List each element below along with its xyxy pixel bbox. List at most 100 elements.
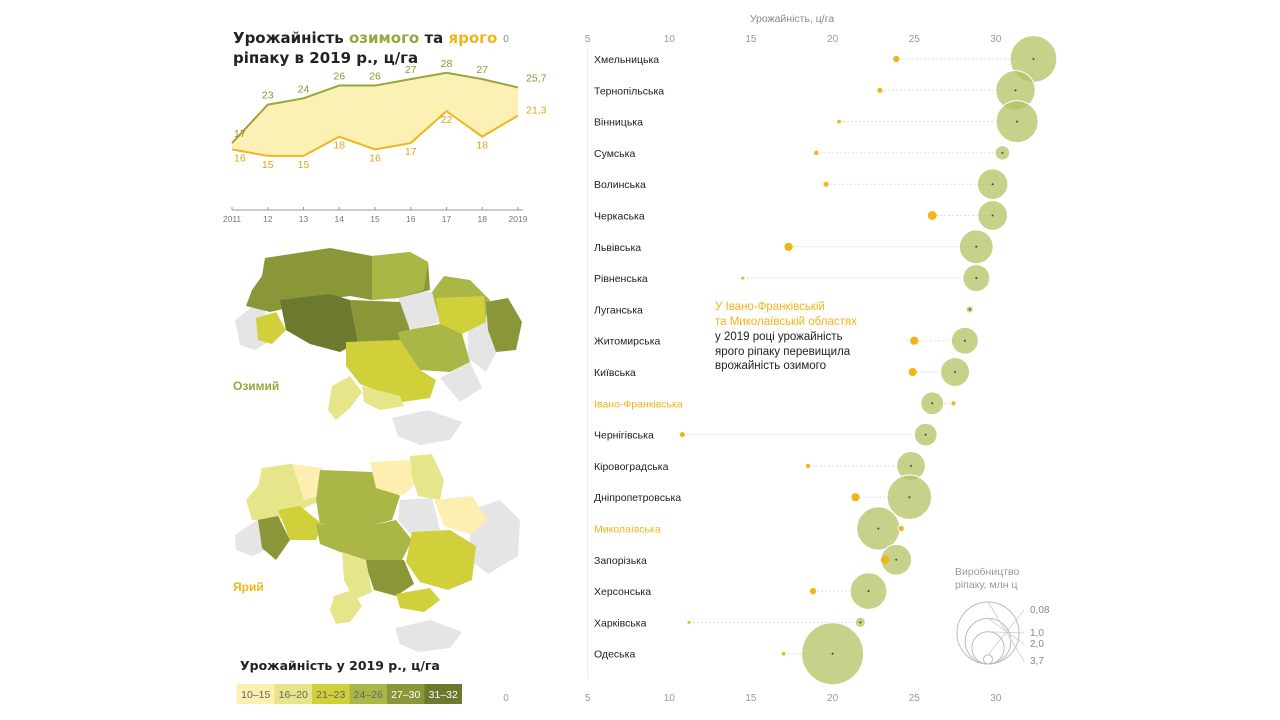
- map-label-winter: Озимий: [233, 379, 279, 393]
- legend-swatch-label: 24–26: [354, 689, 383, 701]
- x-tick-label-top: 20: [827, 34, 839, 45]
- dot-spring: [927, 211, 937, 220]
- bubble-winter-center: [924, 433, 927, 436]
- size-legend-label: 0,08: [1030, 605, 1050, 616]
- bubble-winter-center: [867, 590, 870, 593]
- bubble-winter-center: [859, 621, 862, 624]
- x-tick-label-top: 25: [909, 34, 921, 45]
- dot-spring: [781, 651, 786, 656]
- map-region-east: [436, 296, 486, 334]
- x-tick-label-bottom: 15: [745, 693, 757, 704]
- region-label: Херсонська: [594, 586, 651, 598]
- x-tick-label-top: 5: [585, 34, 591, 45]
- size-legend-leader: [987, 601, 1025, 662]
- title-winter-word: озимого: [348, 29, 420, 47]
- x-axis-tick-label: 2019: [509, 214, 528, 224]
- bubble-winter-center: [831, 652, 834, 655]
- bubble-size-legend: Виробництво ріпаку, млн ц 0,08 1,02,0 3,7: [955, 566, 1050, 667]
- bubble-winter-center: [975, 277, 978, 280]
- bubble-winter-center: [909, 464, 912, 467]
- area-between-series: [232, 72, 518, 156]
- legend-swatch: [349, 684, 387, 704]
- legend-swatch: [387, 684, 425, 704]
- bubble-winter-center: [931, 402, 934, 405]
- x-axis-title: Урожайність, ц/га: [750, 13, 835, 25]
- region-label: Черкаська: [594, 211, 645, 223]
- map-region-luhansk: [486, 298, 522, 352]
- map-region-west-mid: [278, 506, 322, 540]
- map-region-odesa: [328, 376, 362, 420]
- data-label-winter: 27: [405, 64, 417, 76]
- size-legend-label: 3,7: [1030, 656, 1044, 667]
- data-label-winter: 24: [298, 83, 310, 95]
- map-region-west-dark: [258, 516, 290, 560]
- data-label-winter: 28: [441, 58, 453, 70]
- annotation-line-3: у 2019 році урожайність: [715, 331, 843, 343]
- map-region-dnipro: [398, 324, 470, 372]
- x-axis-tick-label: 17: [442, 214, 452, 224]
- region-label: Львівська: [594, 242, 641, 254]
- map-region-north-center: [372, 252, 428, 300]
- bubble-winter-center: [991, 183, 994, 186]
- x-axis-tick-label: 13: [299, 214, 309, 224]
- x-tick-label-top: 10: [664, 34, 676, 45]
- map-gray-north: [398, 498, 440, 536]
- data-label-spring: 18: [476, 140, 488, 152]
- trend-line-chart: 17 23 24 26 26 27 28 27 25,7 16 15 15 18 16 17 22 18 21,3…: [223, 34, 547, 224]
- region-label: Запорізька: [594, 555, 647, 567]
- legend-swatch-label: 21–23: [316, 689, 345, 701]
- size-legend-circle: [971, 631, 1005, 665]
- region-label: Тернопільська: [594, 85, 664, 97]
- legend-swatch-label: 27–30: [391, 689, 420, 701]
- dot-spring: [837, 119, 841, 124]
- size-legend-label: 1,0: [1030, 628, 1044, 639]
- dot-spring: [687, 620, 691, 624]
- title-middle: та: [419, 29, 449, 47]
- data-label-spring: 16: [234, 152, 246, 164]
- map-region-center: [350, 300, 410, 342]
- map-gray-north: [398, 290, 440, 330]
- bubble-winter-center: [895, 558, 898, 561]
- legend-swatch: [274, 684, 312, 704]
- legend-title: Урожайність у 2019 р., ц/га: [240, 658, 440, 673]
- spring-yield-map: Ярий: [233, 454, 520, 652]
- region-label: Харківська: [594, 617, 647, 629]
- data-label-spring: 17: [405, 146, 417, 158]
- map-region-east-light: [434, 496, 488, 534]
- y-axis-zero-label: 0: [503, 34, 509, 45]
- data-label-spring: 22: [441, 114, 453, 126]
- dot-spring: [910, 336, 919, 345]
- dot-spring: [679, 432, 685, 438]
- bubble-winter-center: [1016, 120, 1019, 123]
- map-gray-south: [440, 362, 482, 402]
- x-axis-tick-label: 2011: [223, 214, 242, 224]
- annotation-line-5: врожайність озимого: [715, 360, 826, 372]
- bubble-legend-title-1: Виробництво: [955, 566, 1020, 578]
- region-label: Вінницька: [594, 117, 643, 129]
- map-gray-crimea: [395, 620, 462, 652]
- bubble-winter-center: [954, 371, 957, 373]
- data-label-spring: 18: [333, 140, 345, 152]
- region-label: Одеська: [594, 649, 635, 661]
- region-label: Волинська: [594, 179, 646, 191]
- x-tick-label-bottom: 0: [503, 693, 509, 704]
- bubble-winter-center: [968, 308, 971, 311]
- annotation-line-1: У Івано-Франківській: [715, 301, 825, 313]
- map-region-south-dark: [364, 560, 414, 596]
- bubble-winter-center: [975, 245, 978, 248]
- dot-spring: [809, 587, 817, 595]
- map-region-odesa: [330, 590, 362, 624]
- data-label-winter: 27: [476, 64, 488, 76]
- bubble-winter-center: [963, 339, 966, 342]
- map-region-kherson: [396, 588, 440, 612]
- dot-spring: [814, 150, 819, 156]
- data-label-winter: 26: [333, 71, 345, 83]
- title-suffix: ріпаку в 2019 р., ц/га: [233, 49, 419, 67]
- map-label-spring: Ярий: [233, 580, 264, 594]
- size-legend-label: 2,0: [1030, 639, 1044, 650]
- size-legend-leader: [987, 631, 1025, 634]
- bubble-legend-title-2: ріпаку, млн ц: [955, 579, 1018, 591]
- bubble-winter-center: [908, 496, 911, 499]
- size-legend-circle: [982, 654, 994, 665]
